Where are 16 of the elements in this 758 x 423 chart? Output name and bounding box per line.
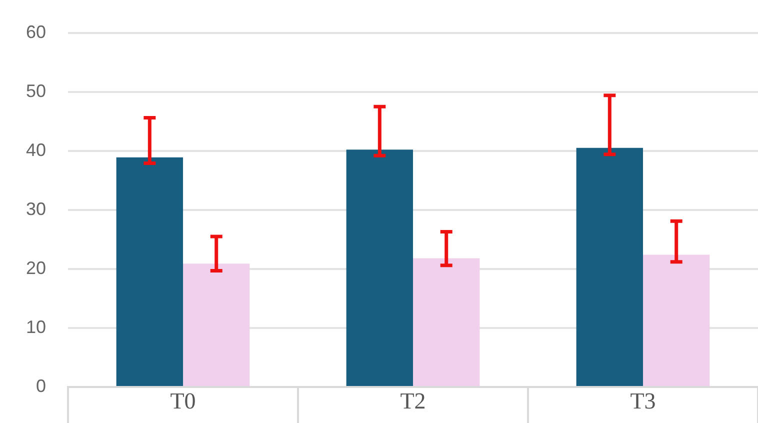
y-tick-label: 30 (26, 198, 46, 219)
bar (413, 258, 480, 386)
y-tick-label: 60 (26, 22, 46, 42)
y-tick-label: 50 (26, 80, 46, 101)
bar (576, 148, 644, 386)
y-tick-label: 20 (26, 258, 46, 278)
y-tick-label: 10 (26, 316, 46, 337)
x-tick-label: T0 (170, 388, 196, 414)
x-tick-label: T3 (630, 388, 656, 414)
bar (183, 264, 250, 386)
x-tick-label: T2 (400, 388, 426, 414)
y-tick-label: 40 (26, 140, 46, 160)
bar (346, 150, 414, 386)
bar (116, 157, 184, 386)
y-tick-label: 0 (36, 376, 46, 396)
bar (643, 254, 710, 386)
